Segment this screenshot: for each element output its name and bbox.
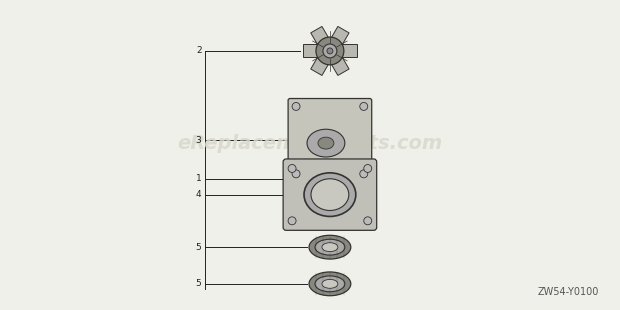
Circle shape <box>364 217 372 225</box>
Text: eReplacementParts.com: eReplacementParts.com <box>177 134 443 153</box>
Circle shape <box>360 170 368 178</box>
Circle shape <box>292 103 300 110</box>
Ellipse shape <box>318 137 334 149</box>
Circle shape <box>288 217 296 225</box>
PathPatch shape <box>327 50 349 75</box>
FancyBboxPatch shape <box>288 99 372 182</box>
Text: 1: 1 <box>196 174 202 183</box>
PathPatch shape <box>311 50 333 75</box>
Circle shape <box>288 165 296 172</box>
Text: ZW54-Y0100: ZW54-Y0100 <box>538 287 599 297</box>
Ellipse shape <box>309 235 351 259</box>
Circle shape <box>327 48 333 54</box>
Ellipse shape <box>307 129 345 157</box>
Ellipse shape <box>304 173 356 216</box>
Circle shape <box>292 170 300 178</box>
Text: 3: 3 <box>196 136 202 145</box>
Text: 2: 2 <box>196 46 202 55</box>
FancyBboxPatch shape <box>283 159 377 230</box>
Text: 4: 4 <box>196 190 202 199</box>
PathPatch shape <box>303 45 325 57</box>
Ellipse shape <box>322 279 338 288</box>
PathPatch shape <box>335 45 357 57</box>
Circle shape <box>316 37 344 65</box>
PathPatch shape <box>311 26 333 52</box>
PathPatch shape <box>327 26 349 52</box>
Circle shape <box>323 44 337 58</box>
Ellipse shape <box>311 179 349 210</box>
Ellipse shape <box>315 239 345 255</box>
Ellipse shape <box>315 276 345 292</box>
Ellipse shape <box>309 272 351 296</box>
Circle shape <box>360 103 368 110</box>
Ellipse shape <box>322 243 338 252</box>
Text: 5: 5 <box>196 279 202 288</box>
Circle shape <box>364 165 372 172</box>
Text: 5: 5 <box>196 243 202 252</box>
